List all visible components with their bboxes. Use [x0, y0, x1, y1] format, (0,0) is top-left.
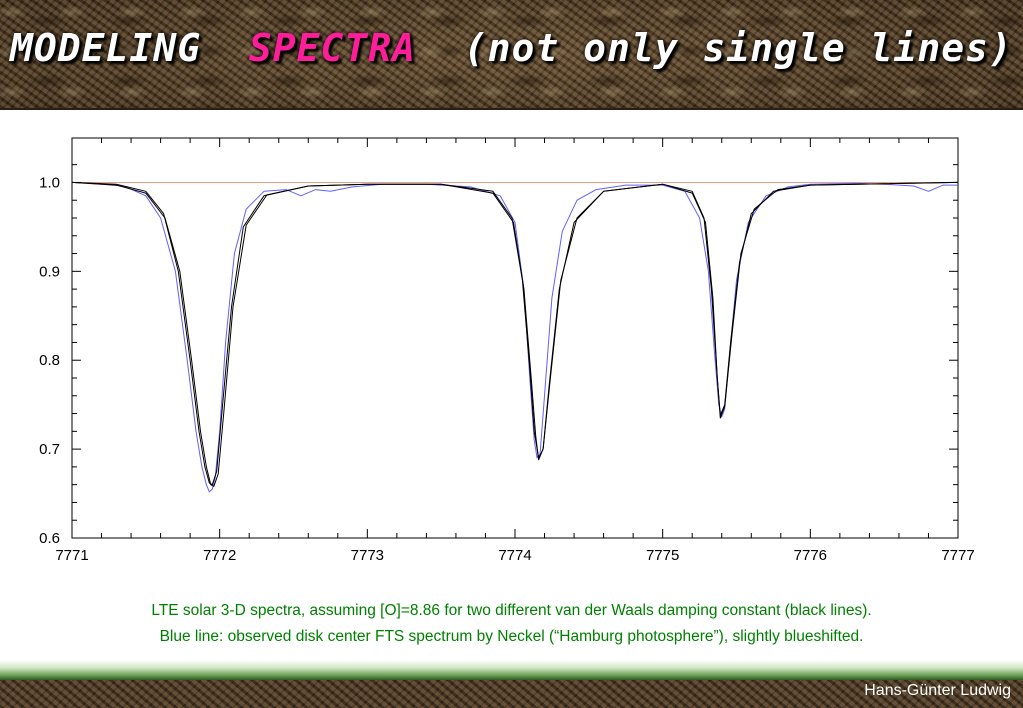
series-layer	[71, 181, 959, 493]
footer-bar	[0, 680, 1023, 708]
y-tick-label: 1.0	[39, 174, 60, 191]
spectrum-chart: 7771 7772 7773 7774 7775 7776 7777 0.6 0.7 0.8 0.9…	[0, 120, 1023, 580]
series-line-2	[71, 181, 959, 486]
x-tick-label: 7773	[351, 547, 384, 564]
author-name: Hans-Günter Ludwig	[864, 682, 1011, 699]
caption-line-2: Blue line: observed disk center FTS spec…	[159, 628, 864, 645]
series-line-3	[71, 181, 959, 487]
spectrum-chart-svg: 7771 7772 7773 7774 7775 7776 7777 0.6 0.7 0.8 0.9…	[39, 137, 975, 564]
y-tick-label: 0.7	[39, 441, 60, 458]
title-banner: MODELING SPECTRA (not only single lines)	[0, 0, 1023, 110]
ticks-layer: 7771 7772 7773 7774 7775 7776 7777 0.6 0.7 0.8 0.9…	[39, 138, 975, 564]
x-tick-label: 7772	[203, 547, 236, 564]
caption-line-1: LTE solar 3-D spectra, assuming [O]=8.86…	[151, 602, 872, 619]
y-tick-label: 0.8	[39, 352, 60, 369]
y-tick-label: 0.6	[39, 530, 60, 547]
slide-title: MODELING SPECTRA (not only single lines)	[0, 26, 1023, 70]
title-part-rest: (not only single lines)	[415, 26, 1013, 70]
x-tick-label: 7774	[498, 547, 531, 564]
x-tick-label: 7771	[55, 547, 88, 564]
x-tick-label: 7776	[794, 547, 827, 564]
footer-banner	[0, 660, 1023, 708]
y-tick-label: 0.9	[39, 263, 60, 280]
title-part-modeling: MODELING	[10, 26, 249, 70]
x-tick-label: 7775	[646, 547, 679, 564]
x-tick-label: 7777	[941, 547, 974, 564]
figure-caption: LTE solar 3-D spectra, assuming [O]=8.86…	[0, 598, 1023, 650]
title-part-spectra: SPECTRA	[248, 26, 416, 70]
footer-grass-strip	[0, 660, 1023, 680]
